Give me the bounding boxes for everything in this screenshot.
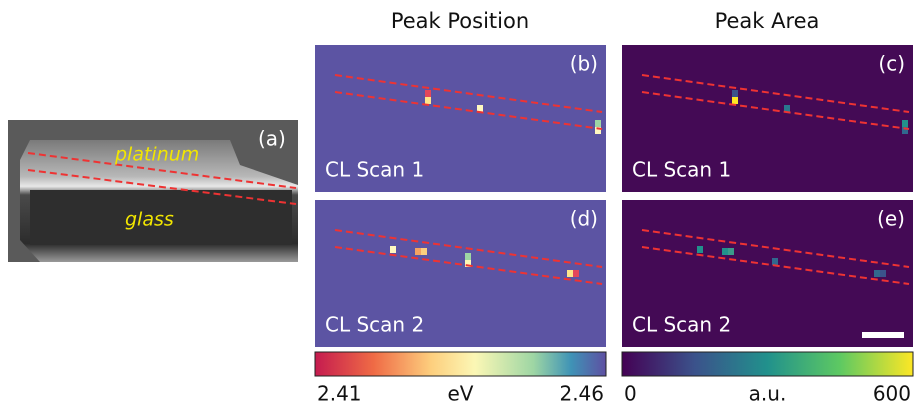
map-pixel (902, 120, 908, 127)
scale-bar (862, 332, 904, 338)
map-pixel (697, 246, 703, 253)
map-pixel (421, 248, 427, 255)
map-pixel (732, 90, 738, 97)
map-pixel (573, 270, 579, 277)
panel-label: (e) (877, 207, 905, 231)
map-pixel (425, 90, 431, 97)
panels: (b) CL Scan 1 (c) CL Scan 1 (d) CL Scan 2 (e) C… (315, 45, 913, 347)
scan-label: CL Scan 2 (325, 313, 424, 337)
annotation: glass (125, 209, 174, 231)
map-pixel (390, 246, 396, 253)
map-pixel (874, 270, 880, 277)
map-pixel (415, 248, 421, 255)
panel-label: (d) (570, 207, 598, 231)
figure: (a) platinum glass Peak Position Peak Ar… (0, 0, 914, 406)
colorbar-unit: a.u. (749, 382, 787, 406)
map-pixel (732, 97, 738, 104)
panel-label: (b) (570, 52, 598, 76)
scan-label: CL Scan 2 (632, 313, 731, 337)
colorbar (315, 352, 606, 376)
column-title: Peak Area (715, 9, 820, 33)
colorbar-unit: eV (448, 382, 474, 406)
panel-label: (c) (878, 52, 905, 76)
map-pixel (728, 248, 734, 255)
map-pixel (722, 248, 728, 255)
colorbars: 2.41 eV 2.46 0 a.u. 600 (315, 352, 913, 406)
colorbar-min: 0 (624, 382, 637, 406)
panel-a: (a) platinum glass (8, 120, 298, 262)
scan-label: CL Scan 1 (325, 158, 424, 182)
map-pixel (880, 270, 886, 277)
map-pixel (425, 97, 431, 104)
map-pixel (465, 253, 471, 260)
map-pixel (595, 120, 601, 127)
panel-label: (a) (258, 127, 286, 151)
map-pixel (567, 270, 573, 277)
map-pixel (772, 258, 778, 265)
colorbar-max: 2.46 (559, 382, 604, 406)
column-title: Peak Position (391, 9, 529, 33)
colorbar-max: 600 (873, 382, 911, 406)
colorbar (622, 352, 913, 376)
scan-label: CL Scan 1 (632, 158, 731, 182)
annotation: platinum (114, 144, 199, 166)
colorbar-min: 2.41 (317, 382, 362, 406)
